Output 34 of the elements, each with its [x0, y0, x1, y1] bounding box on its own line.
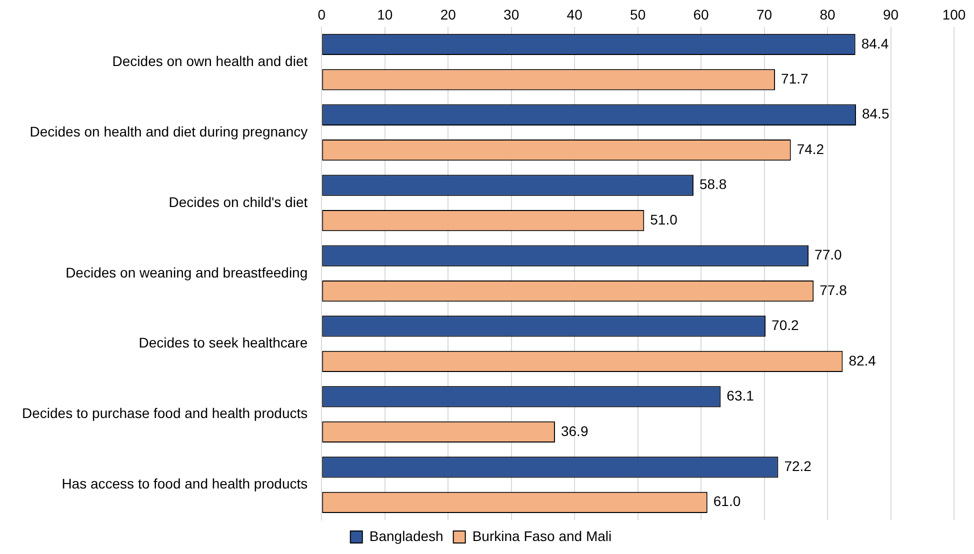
- x-tick-label: 20: [440, 6, 456, 22]
- y-tick-label: Decides to seek healthcare: [138, 334, 308, 351]
- y-tick-label: Decides on own health and diet: [112, 52, 308, 69]
- legend-label: Burkina Faso and Mali: [472, 528, 612, 544]
- y-tick-label: Has access to food and health products: [62, 476, 308, 492]
- x-tick-label: 10: [377, 6, 393, 22]
- x-tick-label: 0: [318, 6, 326, 22]
- y-tick-label: Decides on health and diet during pregnancy: [30, 123, 308, 140]
- x-tick-label: 100: [942, 6, 966, 22]
- x-tick-label: 60: [693, 6, 710, 22]
- x-tick-label: 70: [756, 6, 772, 22]
- data-label: 77.0: [814, 246, 842, 263]
- data-label: 71.7: [781, 70, 808, 86]
- data-label: 58.8: [699, 176, 727, 192]
- x-tick-label: 40: [566, 6, 583, 22]
- y-tick-label: Decides to purchase food and health products: [22, 405, 308, 422]
- data-label: 63.1: [726, 388, 754, 404]
- data-label: 61.0: [713, 493, 741, 510]
- data-label: 51.0: [650, 211, 678, 228]
- data-label: 74.2: [796, 140, 824, 157]
- data-label: 84.5: [862, 106, 890, 122]
- x-tick-label: 30: [504, 6, 520, 22]
- data-label: 72.2: [784, 458, 812, 474]
- data-label: 82.4: [848, 352, 876, 368]
- data-label: 77.8: [820, 282, 848, 298]
- x-tick-label: 90: [882, 6, 899, 22]
- y-tick-label: Decides on weaning and breastfeeding: [66, 264, 308, 280]
- legend-label: Bangladesh: [369, 528, 444, 544]
- x-tick-label: 50: [630, 6, 646, 22]
- x-tick-label: 80: [820, 6, 836, 22]
- data-label: 70.2: [772, 317, 800, 334]
- y-tick-label: Decides on child's diet: [168, 194, 308, 210]
- data-label: 84.4: [861, 35, 889, 52]
- data-label: 36.9: [560, 422, 588, 439]
